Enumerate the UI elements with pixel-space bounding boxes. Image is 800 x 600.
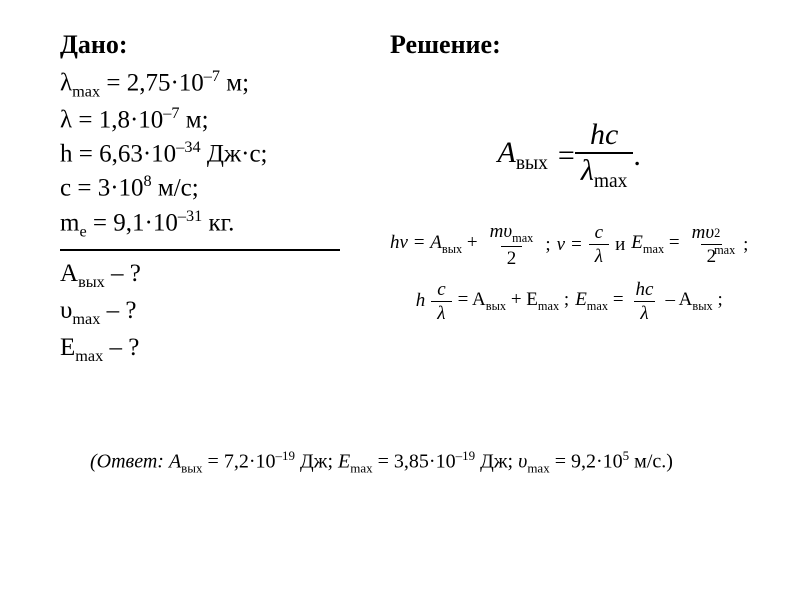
unknown-a-out: Aвых – ? xyxy=(60,257,340,294)
given-column: Дано: λmax = 2,75·10–7 м; λ = 1,8·10–7 м… xyxy=(60,30,360,368)
main-formula: Aвых = hc λmax . xyxy=(390,120,748,192)
given-me: me = 9,1·10–31 кг. xyxy=(60,206,340,243)
main-formula-fraction: hc λmax xyxy=(575,120,634,192)
equation-row-1: hν = Aвых + mυmax 2 ; ν = c λ и Emax = m… xyxy=(390,222,748,268)
equation-row-2: h c λ = Aвых + Emax ; Emax = hc λ – Aвых… xyxy=(390,280,748,323)
physics-problem-page: Дано: λmax = 2,75·10–7 м; λ = 1,8·10–7 м… xyxy=(60,30,740,476)
given-h: h = 6,63·10–34 Дж·с; xyxy=(60,137,340,171)
unknown-e-max: Emax – ? xyxy=(60,331,340,368)
given-heading: Дано: xyxy=(60,30,340,60)
given-lambda-max: λmax = 2,75·10–7 м; xyxy=(60,66,340,103)
solution-heading: Решение: xyxy=(390,30,748,60)
given-c: c = 3·108 м/с; xyxy=(60,171,340,205)
two-column-layout: Дано: λmax = 2,75·10–7 м; λ = 1,8·10–7 м… xyxy=(60,30,740,368)
unknown-v-max: υmax – ? xyxy=(60,294,340,331)
given-divider xyxy=(60,249,340,251)
main-formula-lhs: Aвых xyxy=(498,136,548,175)
solution-column: Решение: Aвых = hc λmax . hν = Aвых + xyxy=(360,30,748,368)
answer-line: (Ответ: Aвых = 7,2·10–19 Дж; Emax = 3,85… xyxy=(90,448,740,477)
given-lambda: λ = 1,8·10–7 м; xyxy=(60,103,340,137)
